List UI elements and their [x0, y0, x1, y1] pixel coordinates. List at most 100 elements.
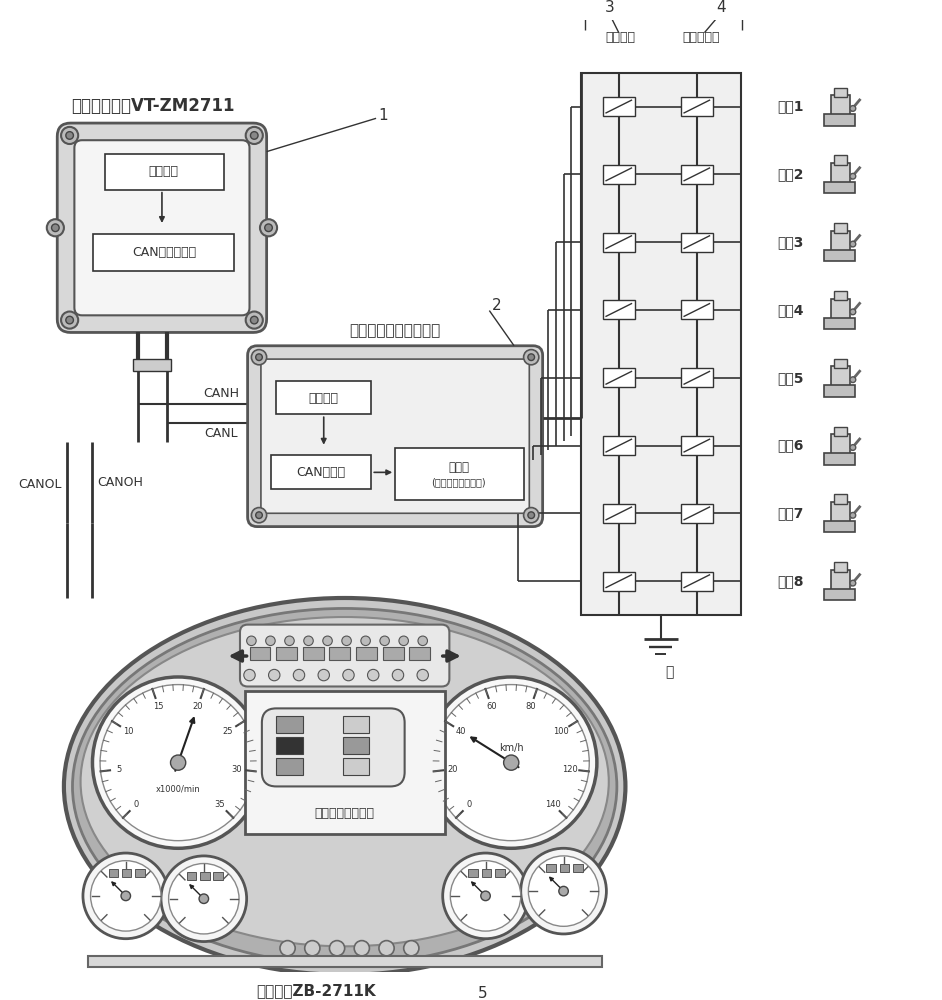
Bar — [831, 434, 850, 463]
Bar — [108, 869, 118, 877]
Bar — [824, 521, 854, 532]
Text: 120: 120 — [562, 765, 577, 774]
Bar — [330, 647, 350, 660]
Circle shape — [169, 864, 239, 934]
Circle shape — [443, 853, 528, 939]
Ellipse shape — [81, 617, 609, 946]
Text: 0: 0 — [467, 800, 472, 809]
Circle shape — [247, 636, 256, 646]
Circle shape — [251, 316, 258, 324]
Bar — [468, 869, 478, 877]
Text: 1: 1 — [378, 108, 387, 123]
Circle shape — [367, 669, 379, 681]
Text: 地: 地 — [665, 665, 674, 679]
Bar — [603, 97, 635, 116]
Circle shape — [380, 636, 389, 646]
Circle shape — [528, 512, 534, 519]
Circle shape — [92, 677, 264, 848]
Circle shape — [284, 636, 294, 646]
Bar — [834, 359, 847, 368]
Circle shape — [433, 685, 590, 841]
Bar — [831, 231, 850, 259]
Text: 100: 100 — [553, 727, 569, 736]
Circle shape — [66, 132, 73, 139]
Bar — [481, 869, 491, 877]
Bar — [831, 570, 850, 598]
Bar — [681, 436, 713, 455]
FancyBboxPatch shape — [262, 708, 405, 786]
Text: 电源模块: 电源模块 — [149, 165, 179, 178]
Bar — [681, 504, 713, 523]
FancyBboxPatch shape — [240, 625, 449, 686]
Circle shape — [100, 685, 256, 841]
Bar — [134, 359, 171, 371]
Circle shape — [255, 512, 263, 519]
Circle shape — [528, 856, 599, 926]
Bar — [681, 165, 713, 184]
Circle shape — [504, 755, 519, 770]
Bar — [834, 155, 847, 165]
Bar — [824, 589, 854, 600]
Circle shape — [404, 941, 419, 956]
Bar — [560, 864, 569, 872]
Text: 10: 10 — [122, 727, 134, 736]
Bar — [603, 436, 635, 455]
FancyBboxPatch shape — [57, 123, 267, 332]
Bar — [187, 872, 196, 880]
Circle shape — [293, 669, 304, 681]
Circle shape — [52, 224, 59, 232]
Bar — [122, 869, 132, 877]
Circle shape — [171, 755, 186, 770]
Bar — [831, 95, 850, 124]
Text: 60: 60 — [486, 702, 497, 711]
Text: 安全带报警布置图: 安全带报警布置图 — [315, 807, 375, 820]
Text: 压力开关: 压力开关 — [606, 31, 636, 44]
Bar — [681, 97, 713, 116]
Circle shape — [343, 669, 354, 681]
Bar — [831, 299, 850, 327]
Bar — [681, 368, 713, 387]
Circle shape — [265, 224, 272, 232]
Text: 35: 35 — [215, 800, 225, 809]
Circle shape — [268, 669, 280, 681]
Circle shape — [850, 445, 855, 450]
Circle shape — [266, 636, 275, 646]
Circle shape — [260, 219, 277, 236]
Text: x1000/min: x1000/min — [155, 785, 201, 794]
FancyBboxPatch shape — [248, 346, 543, 527]
Text: 15: 15 — [154, 702, 164, 711]
Circle shape — [850, 241, 855, 247]
Bar — [603, 165, 635, 184]
Circle shape — [90, 861, 161, 931]
Bar — [395, 448, 524, 500]
Bar — [824, 453, 854, 465]
Circle shape — [354, 941, 369, 956]
Text: CAN接收发送器: CAN接收发送器 — [132, 246, 196, 259]
Text: 电源模块: 电源模块 — [309, 392, 339, 405]
Circle shape — [850, 173, 855, 179]
Bar — [573, 864, 582, 872]
Circle shape — [379, 941, 394, 956]
Text: 25: 25 — [223, 727, 234, 736]
Bar — [834, 562, 847, 572]
Text: 仪表主站模块VT-ZM2711: 仪表主站模块VT-ZM2711 — [71, 97, 235, 115]
Bar — [824, 318, 854, 329]
Bar — [546, 864, 556, 872]
Text: 0: 0 — [134, 800, 139, 809]
Bar — [250, 647, 270, 660]
Circle shape — [199, 894, 208, 903]
Bar — [343, 716, 369, 733]
Text: 威帝仪表ZB-2711K: 威帝仪表ZB-2711K — [256, 984, 376, 999]
Bar — [580, 73, 740, 615]
Text: 座椅7: 座椅7 — [777, 506, 804, 520]
Bar — [681, 233, 713, 252]
Bar — [603, 300, 635, 319]
Text: 座椅5: 座椅5 — [777, 371, 804, 385]
Circle shape — [252, 350, 267, 365]
FancyBboxPatch shape — [261, 359, 529, 513]
Bar — [603, 504, 635, 523]
Bar — [276, 716, 302, 733]
Bar — [200, 872, 209, 880]
Text: 140: 140 — [545, 800, 560, 809]
Bar — [834, 223, 847, 233]
